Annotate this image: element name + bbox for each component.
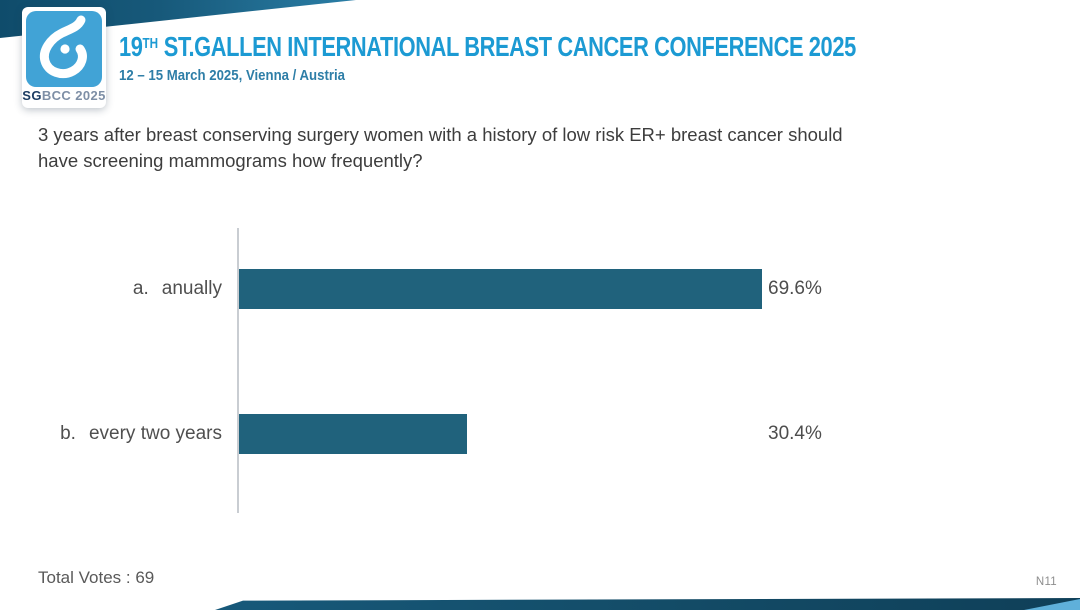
total-votes: Total Votes : 69	[38, 568, 155, 587]
title-number: 19	[119, 31, 143, 62]
logo-wordmark-sg: SG	[22, 88, 42, 103]
option-text-a: anually	[161, 278, 222, 299]
chart-axis-line	[237, 228, 239, 513]
option-letter-b: b.	[60, 423, 76, 444]
value-label-a: 69.6%	[768, 278, 822, 299]
bottom-decorative-band	[215, 598, 1080, 610]
poll-question-line1: 3 years after breast conserving surgery …	[38, 124, 843, 145]
option-letter-a: a.	[132, 278, 149, 299]
logo-wordmark-rest: BCC 2025	[41, 88, 106, 103]
bar-a	[239, 269, 762, 309]
sgbcc-logo: SGBCC 2025	[22, 7, 106, 108]
bar-track-b	[239, 414, 990, 454]
slide-code: N11	[1035, 576, 1057, 588]
bottom-corner-accent	[1024, 599, 1080, 610]
logo-background	[26, 11, 102, 87]
sgbcc-drop-icon	[39, 15, 87, 79]
bar-track-a	[239, 269, 990, 309]
conference-title: 19TH ST.GALLEN INTERNATIONAL BREAST CANC…	[119, 31, 856, 63]
title-ordinal: TH	[142, 35, 159, 52]
value-label-b: 30.4%	[768, 423, 822, 444]
logo-wordmark: SGBCC 2025	[22, 88, 106, 103]
conference-subtitle: 12 – 15 March 2025, Vienna / Austria	[119, 67, 345, 84]
category-label-b: b. every two years	[20, 414, 222, 454]
poll-question: 3 years after breast conserving surgery …	[38, 122, 843, 174]
category-label-a: a. anually	[20, 269, 222, 309]
poll-question-line2: have screening mammograms how frequently…	[38, 150, 423, 171]
bar-b	[239, 414, 468, 454]
title-text: ST.GALLEN INTERNATIONAL BREAST CANCER CO…	[158, 31, 856, 62]
option-text-b: every two years	[88, 423, 222, 444]
